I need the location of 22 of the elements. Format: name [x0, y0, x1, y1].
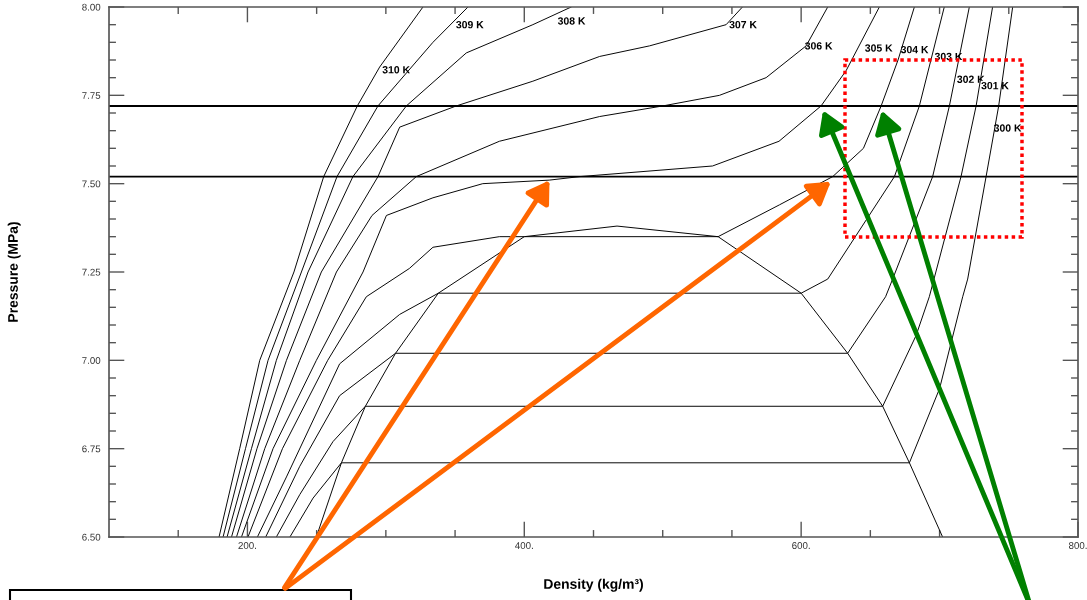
x-tick-label: 800.: [1068, 542, 1087, 549]
y-tick-label: 7.00: [82, 357, 101, 364]
series-label: 301 K: [981, 81, 1009, 90]
y-tick-label: 7.25: [82, 268, 101, 276]
y-tick-label: 6.50: [82, 533, 101, 541]
series-label: 309 K: [456, 20, 484, 29]
x-tick-label: 400.: [515, 542, 533, 549]
x-tick-label: 600.: [792, 542, 810, 549]
y-tick-label: 8.00: [82, 3, 101, 11]
y-tick-label: 7.50: [82, 180, 101, 188]
series-label: 307 K: [729, 20, 757, 29]
series-label: 300 K: [993, 124, 1022, 132]
series-label: 306 K: [804, 42, 833, 50]
series-label: 304 K: [900, 45, 929, 54]
x-axis-title: Density (kg/m³): [544, 578, 643, 592]
series-label: 310 K: [382, 66, 410, 74]
series-label: 308 K: [557, 17, 586, 25]
y-axis-title: Pressure (MPa): [7, 222, 21, 322]
y-tick-label: 7.75: [82, 92, 101, 99]
x-tick-label: 200.: [238, 542, 256, 549]
y-tick-label: 6.75: [82, 445, 101, 453]
series-label: 305 K: [865, 44, 893, 52]
